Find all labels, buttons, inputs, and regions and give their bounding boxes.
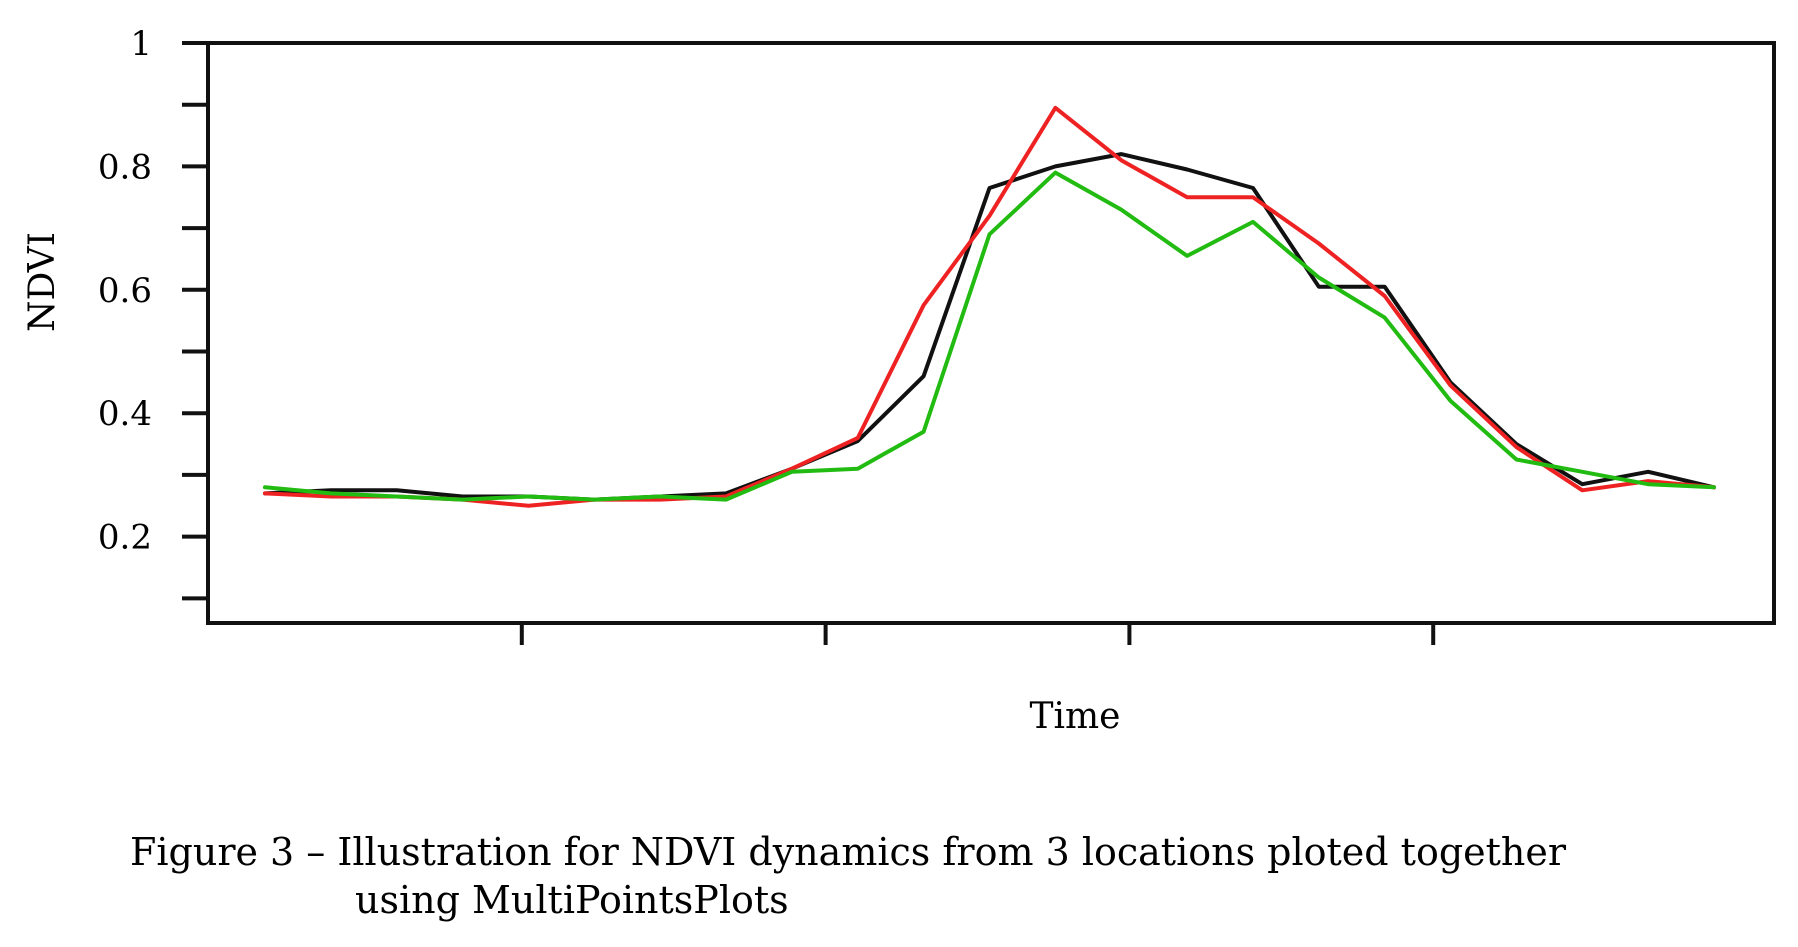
- x-axis: [519, 623, 1436, 645]
- y-tick-label: 0.2: [98, 518, 152, 558]
- plot-frame: [206, 41, 1776, 625]
- ndvi-line-chart: 0.2 0.4 0.6 0.8 1 Time NDVI: [22, 24, 1776, 737]
- y-tick-label: 0.6: [98, 271, 152, 311]
- caption-line-2: using MultiPointsPlots: [355, 878, 789, 922]
- y-axis: 0.2 0.4 0.6 0.8 1: [98, 24, 208, 601]
- y-tick-label: 1: [130, 24, 152, 64]
- caption-line-1: Figure 3 – Illustration for NDVI dynamic…: [130, 830, 1567, 874]
- series-line-2: [263, 105, 1716, 508]
- series-line-1: [263, 152, 1716, 502]
- y-axis-label: NDVI: [22, 232, 63, 332]
- y-tick-label: 0.4: [98, 394, 152, 434]
- series-line-3: [263, 170, 1716, 502]
- series-layer: [263, 105, 1716, 508]
- y-tick-label: 0.8: [98, 147, 152, 187]
- x-axis-label: Time: [1030, 696, 1121, 737]
